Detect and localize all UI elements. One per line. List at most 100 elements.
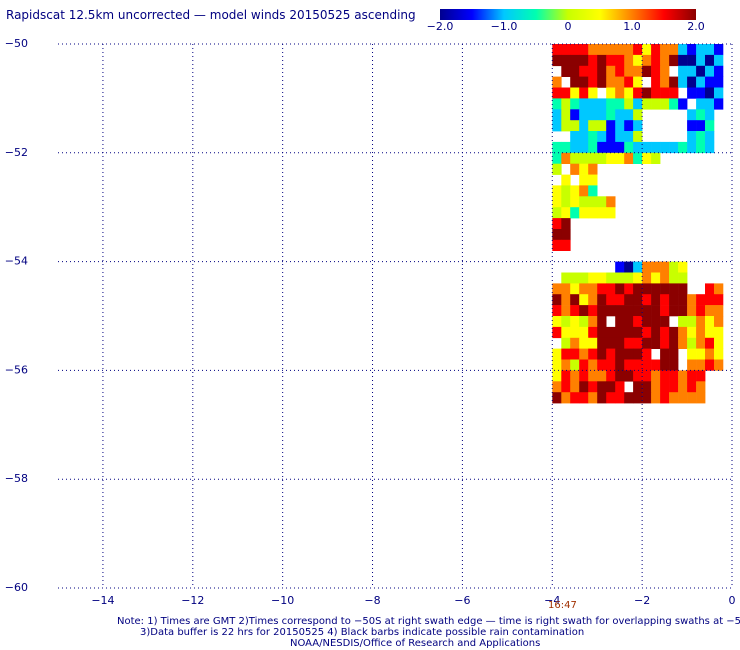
heatmap-cell [561, 272, 571, 284]
heatmap-cell [624, 109, 634, 121]
heatmap-cell [651, 283, 661, 295]
heatmap-cell [624, 261, 634, 273]
heatmap-cell [696, 76, 706, 88]
heatmap-cell [597, 196, 607, 208]
heatmap-cell [615, 337, 625, 349]
heatmap-cell [651, 337, 661, 349]
heatmap-cell [561, 54, 571, 67]
heatmap-cell [606, 283, 616, 295]
heatmap-cell [660, 141, 670, 154]
heatmap-cell [624, 337, 634, 349]
heatmap-cell [561, 109, 571, 121]
heatmap-cell [678, 272, 688, 284]
heatmap-cell [615, 76, 625, 88]
heatmap-cell [606, 54, 616, 67]
heatmap-cell [552, 163, 562, 175]
heatmap-cell [660, 326, 670, 339]
heatmap-cell [552, 381, 562, 393]
heatmap-cell [687, 87, 697, 99]
heatmap-cell [669, 98, 679, 110]
heatmap-cell [705, 294, 715, 306]
colorbar [440, 9, 696, 20]
heatmap-cell [552, 316, 562, 328]
heatmap-cell [678, 392, 688, 404]
heatmap-cell [642, 359, 652, 371]
heatmap-cell [687, 131, 697, 143]
note-line-1: Note: 1) Times are GMT 2)Times correspon… [117, 616, 740, 627]
heatmap-cell [633, 98, 643, 110]
heatmap-cell [642, 370, 652, 382]
heatmap-cell [651, 392, 661, 404]
heatmap-cell [660, 337, 670, 349]
heatmap-cell [606, 98, 616, 110]
heatmap-cell [642, 283, 652, 295]
heatmap-cell [669, 141, 679, 154]
heatmap-cell [705, 120, 715, 132]
heatmap-cell [705, 305, 715, 317]
heatmap-cell [660, 370, 670, 382]
heatmap-cell [561, 348, 571, 360]
heatmap-cell [552, 207, 562, 219]
heatmap-cell [552, 359, 562, 371]
heatmap-cell [687, 381, 697, 393]
heatmap-cell [552, 44, 562, 56]
heatmap-cell [579, 141, 589, 154]
heatmap-cell [678, 141, 688, 154]
heatmap-cell [678, 316, 688, 328]
heatmap-cell [597, 54, 607, 67]
heatmap-cell [642, 44, 652, 56]
heatmap-cell [633, 359, 643, 371]
heatmap-cell [561, 294, 571, 306]
heatmap-cell [561, 65, 571, 77]
heatmap-cell [606, 131, 616, 143]
heatmap-cell [597, 120, 607, 132]
heatmap-cell [624, 120, 634, 132]
heatmap-cell [606, 207, 616, 219]
heatmap-cell [588, 381, 598, 393]
heatmap-cell [633, 348, 643, 360]
heatmap-cell [642, 316, 652, 328]
heatmap-cell [552, 283, 562, 295]
heatmap-cell [651, 316, 661, 328]
heatmap-cell [561, 359, 571, 371]
heatmap-cell [606, 65, 616, 77]
heatmap-cell [678, 65, 688, 77]
heatmap-cell [624, 348, 634, 360]
heatmap-cell [687, 54, 697, 67]
heatmap-cell [615, 326, 625, 339]
heatmap-cell [687, 316, 697, 328]
heatmap-cell [714, 65, 724, 77]
heatmap-cell [579, 174, 589, 186]
heatmap-cell [579, 54, 589, 67]
heatmap-cell [588, 348, 598, 360]
heatmap-cell [633, 337, 643, 349]
heatmap-cell [633, 326, 643, 339]
heatmap-cell [687, 326, 697, 339]
heatmap-cell [642, 152, 652, 164]
heatmap-cell [678, 370, 688, 382]
heatmap-cell [579, 163, 589, 175]
heatmap-cell [642, 54, 652, 67]
heatmap-cell [615, 65, 625, 77]
heatmap-cell [714, 294, 724, 306]
heatmap-cell [615, 98, 625, 110]
heatmap-cell [624, 98, 634, 110]
heatmap-cell [588, 294, 598, 306]
heatmap-cell [624, 283, 634, 295]
heatmap-cell [714, 76, 724, 88]
heatmap-cell [606, 44, 616, 56]
heatmap-cell [696, 381, 706, 393]
heatmap-cell [597, 283, 607, 295]
heatmap-cell [597, 272, 607, 284]
heatmap-cell [615, 44, 625, 56]
heatmap-cell [705, 44, 715, 56]
heatmap-cell [714, 348, 724, 360]
heatmap-cell [561, 141, 571, 154]
heatmap-cell [696, 98, 706, 110]
heatmap-cell [669, 76, 679, 88]
heatmap-cell [633, 261, 643, 273]
heatmap-cell [687, 305, 697, 317]
heatmap-cell [696, 87, 706, 99]
heatmap-cell [651, 326, 661, 339]
heatmap-cell [624, 392, 634, 404]
